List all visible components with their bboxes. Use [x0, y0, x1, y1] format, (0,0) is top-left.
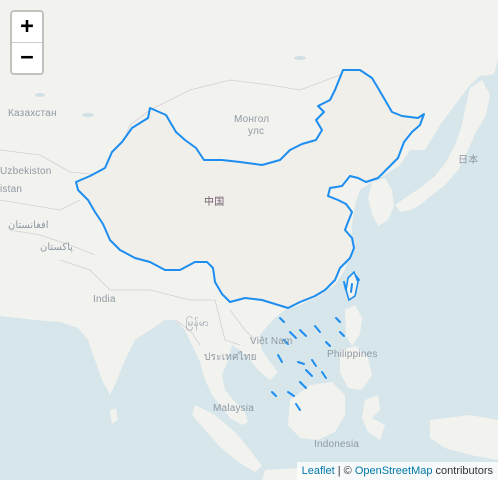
- new-guinea-land: [430, 415, 498, 460]
- hokkaido-land: [476, 48, 498, 76]
- zoom-out-button[interactable]: −: [12, 43, 42, 73]
- zoom-control: + −: [10, 10, 44, 75]
- sri-lanka-land: [110, 408, 118, 424]
- leaflet-link[interactable]: Leaflet: [301, 465, 335, 477]
- korea-land: [368, 178, 394, 226]
- attribution-separator: | ©: [334, 465, 355, 477]
- sumatra-land: [192, 405, 262, 472]
- zoom-in-button[interactable]: +: [12, 12, 42, 43]
- sulawesi-land: [362, 395, 385, 440]
- philippines-land: [340, 305, 372, 390]
- borneo-land: [288, 382, 345, 440]
- attribution-suffix: contributors: [432, 465, 493, 477]
- japan-land: [395, 80, 490, 212]
- south-china-sea-dashes[interactable]: [271, 275, 360, 411]
- openstreetmap-link[interactable]: OpenStreetMap: [354, 465, 433, 477]
- attribution: Leaflet | © OpenStreetMap contributors: [296, 462, 498, 480]
- china-highlight[interactable]: [75, 69, 425, 309]
